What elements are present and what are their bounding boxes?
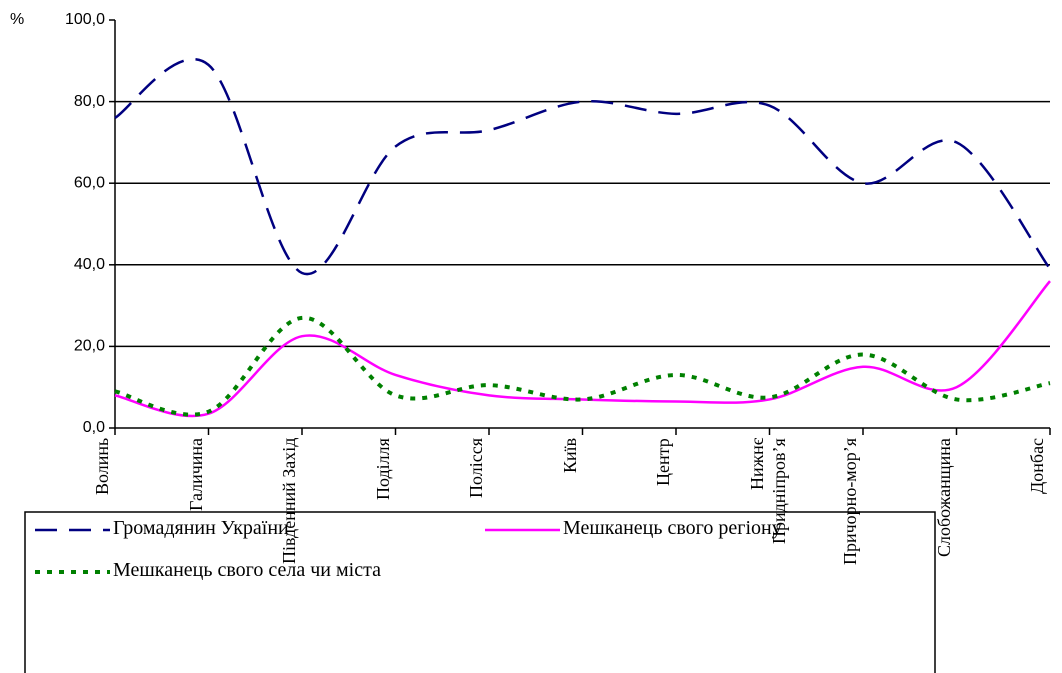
legend-label: Громадянин України: [113, 517, 289, 539]
x-tick-label: Нижнє Придніпров’я: [746, 438, 789, 544]
x-tick-label: Слобожанщина: [933, 438, 954, 557]
series-line: [114, 315, 1051, 417]
legend-box: [24, 511, 936, 673]
legend-label: Мешканець свого села чи міста: [113, 559, 381, 581]
y-tick-label: 40,0: [74, 256, 105, 273]
y-tick-label: 80,0: [74, 93, 105, 110]
x-tick-label: Причорно-мор’я: [840, 438, 860, 565]
x-tick-label: Київ: [559, 438, 580, 474]
y-tick-label: 20,0: [74, 338, 105, 355]
legend-label: Мешканець свого регіону: [563, 517, 782, 539]
series-line: [114, 280, 1051, 418]
y-tick-label: 0,0: [83, 419, 105, 436]
y-tick-label: 60,0: [74, 174, 105, 191]
y-tick-label: 100,0: [65, 11, 105, 28]
x-tick-label: Центр: [653, 438, 673, 486]
series-line: [114, 57, 1052, 276]
x-tick-label: Полісся: [466, 438, 486, 499]
y-unit: %: [10, 11, 24, 28]
x-tick-label: Донбас: [1027, 438, 1047, 495]
